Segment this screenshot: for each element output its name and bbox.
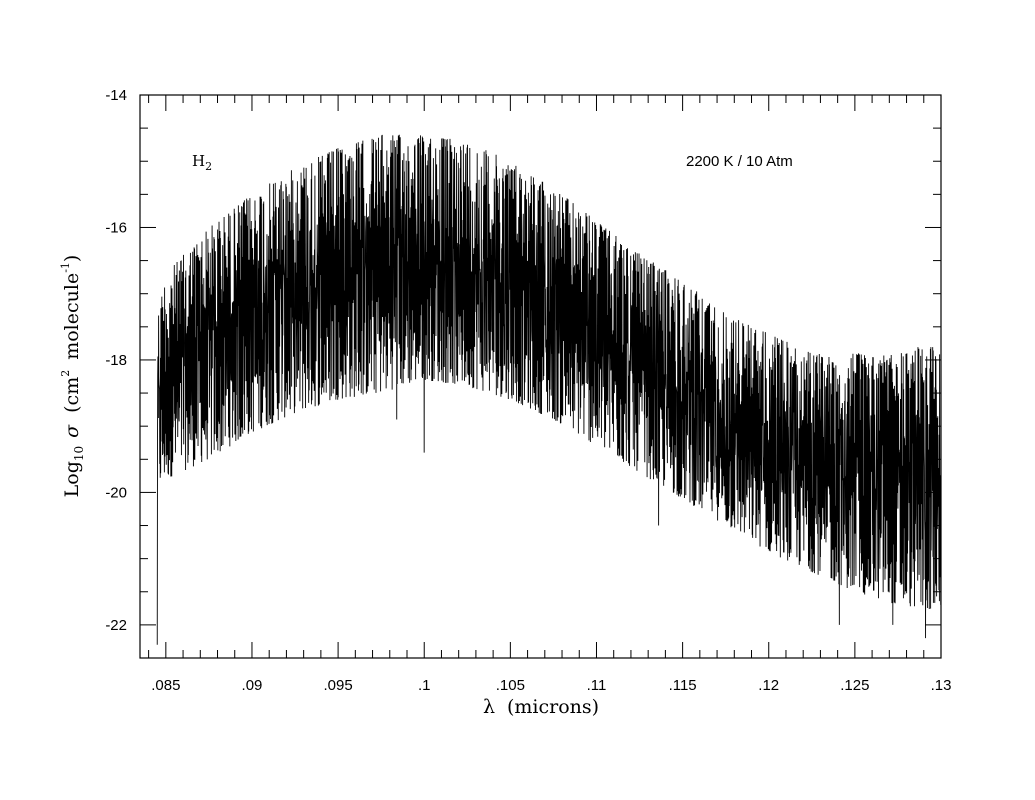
y-axis-log-sub: 10 (72, 446, 86, 461)
x-tick-label: .13 (931, 677, 952, 694)
species-base: H (192, 152, 205, 170)
y-axis-sigma: σ (61, 424, 83, 438)
y-tick-label: -16 (105, 219, 127, 236)
y-tick-labels: -14 -16 -18 -20 -22 (105, 87, 127, 634)
y-axis-close: ) (61, 255, 83, 262)
x-axis-title-rest: (microns) (507, 696, 599, 718)
x-tick-label: .11 (587, 677, 607, 694)
x-tick-label: .1 (418, 677, 431, 694)
y-axis-sup1: 2 (59, 370, 72, 377)
x-tick-label: .115 (669, 677, 697, 694)
y-axis-molecule: molecule (61, 273, 83, 360)
condition-annotation: 2200 K / 10 Atm (686, 153, 793, 170)
y-axis-open: (cm (61, 377, 83, 413)
plot-frame (139, 94, 942, 659)
spectrum-series (156, 134, 942, 645)
y-tick-label: -18 (105, 352, 127, 369)
spectrum-line (156, 134, 942, 645)
y-tick-label: -14 (105, 87, 127, 104)
x-tick-label: .105 (496, 677, 525, 694)
y-axis-title: Log10 σ (cm2 molecule-1) (59, 255, 86, 498)
x-axis-lambda: λ (483, 696, 495, 718)
x-tick-label: .09 (242, 677, 263, 694)
x-axis-title: λ (microns) (483, 696, 599, 718)
y-axis-log: Log (61, 461, 83, 497)
species-sub: 2 (205, 160, 212, 173)
species-annotation: H2 (192, 152, 212, 173)
x-tick-labels: .085 .09 .095 .1 .105 .11 .115 .12 .125 .13 (151, 677, 951, 694)
y-tick-label: -22 (105, 617, 127, 634)
x-tick-label: .125 (840, 677, 869, 694)
y-axis-sup2: -1 (59, 262, 72, 273)
x-tick-label: .12 (758, 677, 779, 694)
x-tick-label: .095 (323, 677, 352, 694)
y-tick-label: -20 (105, 484, 127, 501)
axis-ticks (140, 94, 942, 659)
x-tick-label: .085 (151, 677, 180, 694)
